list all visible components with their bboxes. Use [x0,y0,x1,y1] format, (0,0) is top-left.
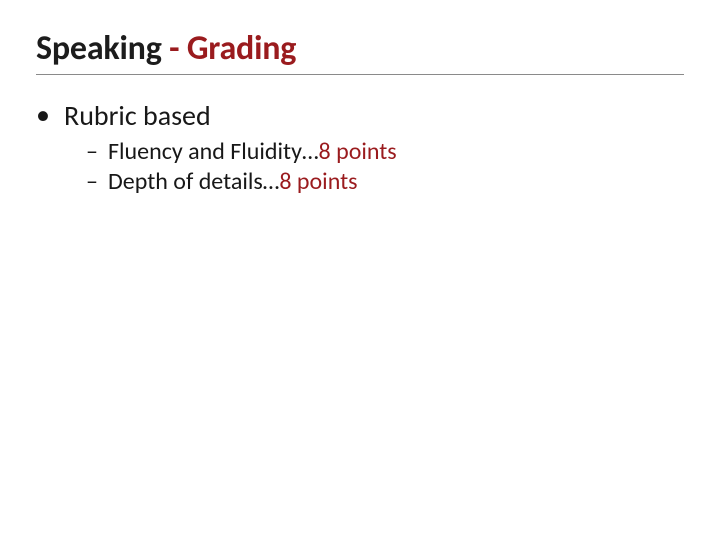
title-part-2: - Grading [169,28,296,69]
list-item: • Rubric based [36,100,684,132]
points-value: 8 points [319,137,397,166]
body-content: • Rubric based – Fluency and Fluidity…8 … [36,100,684,197]
list-item: – Fluency and Fluidity…8 points [86,138,684,166]
sub-item-label: Depth of details… [108,167,279,196]
title-underline [36,74,684,75]
list-item: – Depth of details…8 points [86,168,684,196]
dash-icon: – [86,168,108,196]
list-item-text: Fluency and Fluidity…8 points [108,138,397,166]
sublist: – Fluency and Fluidity…8 points – Depth … [86,138,684,195]
list-item-text: Rubric based [64,100,211,132]
page-title: Speaking - Grading [36,28,296,69]
bullet-icon: • [36,100,64,131]
sub-item-label: Fluency and Fluidity… [108,137,319,166]
points-value: 8 points [279,167,357,196]
list-item-text: Depth of details…8 points [108,168,358,196]
dash-icon: – [86,138,108,166]
title-part-1: Speaking [36,28,169,69]
slide: Speaking - Grading • Rubric based – Flue… [0,0,720,540]
